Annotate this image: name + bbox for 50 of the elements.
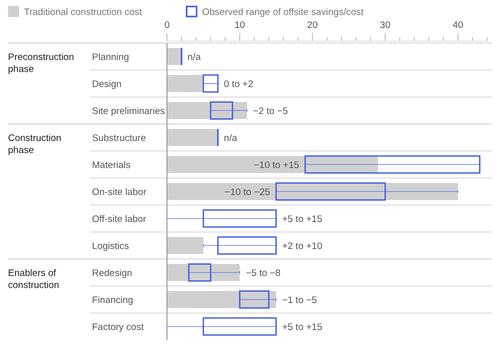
annotation: +5 to +15: [282, 322, 322, 333]
y-tick-label: Off-site labor: [92, 214, 146, 225]
bar: [167, 183, 458, 200]
annotation: n/a: [224, 133, 238, 144]
annotation: +2 to +10: [282, 241, 322, 252]
x-tick-label: 40: [452, 20, 464, 31]
y-tick-label: Design: [92, 79, 122, 90]
bar: [167, 75, 204, 92]
text: Enablers of construction: [8, 268, 60, 291]
bar: [167, 48, 182, 65]
bar: [167, 129, 218, 146]
text: Construction phase: [8, 133, 62, 156]
annotation: −1 to −5: [282, 295, 317, 306]
bar: [275, 182, 386, 201]
x-tick-label: 20: [307, 20, 318, 31]
y-tick-label: Redesign: [92, 268, 132, 279]
bar: [167, 237, 204, 254]
y-tick-label: Substructure: [92, 133, 146, 144]
bar: [239, 290, 270, 309]
legend-label: Traditional construction cost: [24, 7, 142, 18]
bar: [202, 317, 277, 336]
y-tick-label: Financing: [92, 295, 134, 306]
bar: [217, 236, 277, 255]
bar: [167, 291, 276, 308]
y-tick-label: Planning: [92, 52, 129, 63]
x-tick-label: 30: [380, 20, 390, 31]
annotation: −10 to +15: [254, 160, 300, 171]
y-tick-label: Factory cost: [92, 322, 144, 333]
y-tick-label: Logistics: [92, 241, 130, 252]
bar: [188, 263, 212, 282]
bar: [167, 156, 378, 173]
annotation: −2 to −5: [253, 106, 288, 117]
bar: [210, 101, 234, 120]
annotation: +5 to +15: [282, 214, 322, 225]
x-tick-label: 0: [164, 20, 170, 31]
x-tick-label: 10: [234, 20, 246, 31]
y-tick-label: Materials: [92, 160, 131, 171]
annotation: 0 to +2: [224, 79, 254, 90]
annotation: −10 to −25: [224, 187, 270, 198]
text: Preconstruction phase: [8, 52, 74, 75]
y-tick-label: Site preliminaries: [92, 106, 166, 117]
bar: [167, 102, 247, 119]
bar: [167, 264, 240, 281]
bar: [202, 209, 277, 228]
annotation: −5 to −8: [246, 268, 281, 279]
bar: [202, 74, 219, 93]
bar: [304, 155, 480, 174]
annotation: n/a: [188, 52, 202, 63]
legend-label: Observed range of offsite savings/cost: [202, 7, 364, 18]
y-tick-label: On-site labor: [92, 187, 146, 198]
